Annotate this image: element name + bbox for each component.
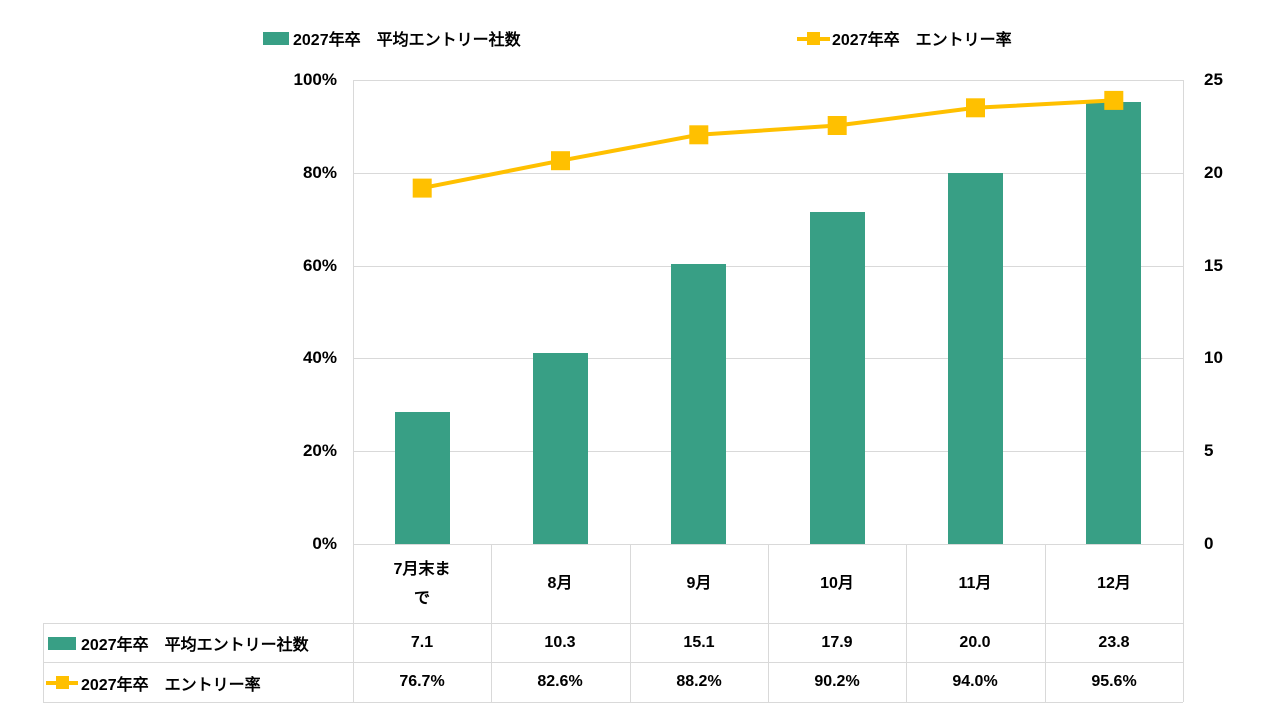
table-value-cell: 15.1 — [683, 633, 715, 651]
y-axis-right-tick-label: 25 — [1204, 70, 1223, 89]
line-path — [421, 98, 1114, 191]
bar — [671, 264, 726, 544]
y-axis-left-tick-label: 60% — [302, 256, 337, 275]
legend-item-bar-series: 2027年卒 平均エントリー社数 — [263, 28, 521, 49]
bar — [810, 212, 865, 544]
bar-series-swatch-icon — [263, 31, 289, 45]
line-series-swatch-icon — [797, 31, 830, 46]
gridline — [353, 80, 1183, 81]
plot-border-left — [353, 80, 354, 702]
x-axis-category-label: 11月 — [906, 544, 1044, 623]
y-axis-right-tick-label: 10 — [1204, 348, 1223, 367]
x-axis-category-text: 10月 — [820, 575, 854, 592]
x-axis-category-label: 7月末まで — [353, 544, 491, 623]
gridline — [353, 451, 1183, 452]
y-axis-right-tick-label: 0 — [1204, 534, 1214, 553]
legend-bar-label: 2027年卒 平均エントリー社数 — [293, 32, 521, 49]
y-axis-left-tick-label: 0% — [312, 534, 337, 553]
x-axis-category-label: 12月 — [1045, 544, 1183, 623]
table-value-cell: 88.2% — [676, 673, 722, 690]
table-value-cell: 7.1 — [410, 633, 434, 651]
x-axis-category-label: 8月 — [491, 544, 629, 623]
table-row-header-label: 2027年卒 エントリー率 — [81, 676, 261, 694]
line-marker-icon — [1104, 90, 1124, 110]
x-axis-category-label: 10月 — [768, 544, 906, 623]
line-marker-icon — [827, 116, 847, 135]
table-row-border — [43, 623, 1183, 624]
bar — [533, 353, 588, 544]
x-axis-category-text: 9月 — [686, 575, 712, 592]
gridline — [353, 266, 1183, 267]
table-row-border — [43, 702, 1183, 703]
x-axis-category-text: 8月 — [547, 575, 573, 592]
table-value-cell: 76.7% — [399, 673, 445, 690]
table-row-border — [43, 662, 1183, 663]
y-axis-right-tick-label: 15 — [1204, 256, 1223, 275]
gridline — [353, 173, 1183, 174]
table-value-cell: 10.3 — [544, 633, 576, 651]
line-series-swatch-icon — [46, 675, 78, 690]
x-axis-category-text: 7月末まで — [393, 560, 451, 607]
table-value-cell: 94.0% — [952, 673, 998, 690]
y-axis-left-tick-label: 20% — [302, 441, 337, 460]
table-row-header: 2027年卒 平均エントリー社数 — [46, 624, 352, 662]
y-axis-right-tick-label: 20 — [1204, 163, 1223, 182]
bar — [948, 173, 1003, 544]
table-value-cell: 95.6% — [1091, 673, 1137, 690]
bar — [1086, 102, 1141, 544]
plot-border-right — [1183, 80, 1184, 702]
line-marker-icon — [966, 98, 985, 118]
gridline — [353, 358, 1183, 359]
x-axis-category-text: 11月 — [958, 575, 992, 592]
bar — [395, 412, 450, 544]
legend-item-line-series: 2027年卒 エントリー率 — [797, 28, 1012, 49]
line-series — [412, 90, 1124, 198]
x-axis-category-label: 9月 — [630, 544, 768, 623]
line-marker-icon — [412, 178, 432, 198]
table-value-cell: 90.2% — [814, 673, 860, 690]
table-value-cell: 23.8 — [1098, 633, 1130, 651]
y-axis-right-tick-label: 5 — [1204, 441, 1214, 460]
table-row-header: 2027年卒 エントリー率 — [46, 663, 352, 702]
bar-series-swatch-icon — [48, 636, 76, 650]
table-value-cell: 20.0 — [959, 633, 991, 651]
line-marker-icon — [551, 151, 570, 171]
y-axis-left-tick-label: 100% — [293, 70, 337, 89]
line-marker-icon — [689, 125, 709, 145]
y-axis-left-tick-label: 40% — [302, 348, 337, 367]
legend-line-label: 2027年卒 エントリー率 — [832, 32, 1012, 49]
table-row-header-label: 2027年卒 平均エントリー社数 — [81, 637, 309, 654]
table-value-cell: 17.9 — [821, 633, 853, 651]
y-axis-left-tick-label: 80% — [302, 163, 337, 182]
x-axis-category-text: 12月 — [1097, 575, 1131, 592]
table-value-cell: 82.6% — [537, 673, 583, 690]
